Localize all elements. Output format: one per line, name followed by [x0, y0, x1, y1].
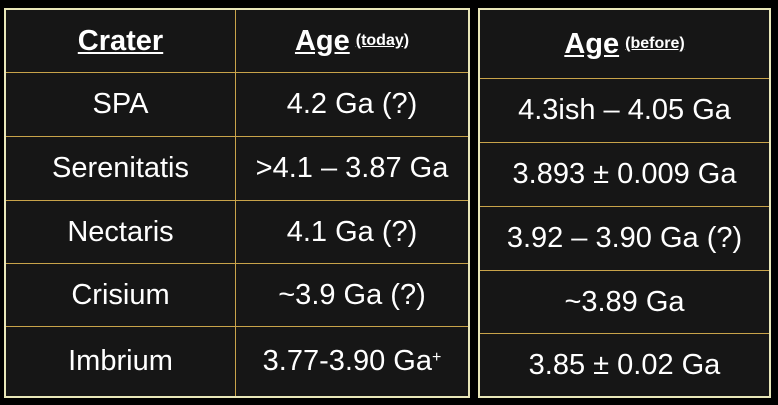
table-row: Imbrium 3.77-3.90 Ga + [6, 326, 468, 396]
table-row: ~3.89 Ga [480, 270, 769, 333]
table-row: Crisium ~3.9 Ga (?) [6, 263, 468, 326]
age-today-value: 3.77-3.90 Ga + [262, 345, 442, 377]
age-before-value: 3.85 ± 0.02 Ga [528, 348, 721, 381]
age-header-note: (today) [355, 32, 410, 49]
age-before-value: 4.3ish – 4.05 Ga [518, 94, 731, 126]
table-header-row: Crater Age (today) [6, 10, 468, 72]
crater-name: Nectaris [6, 201, 236, 263]
age-before-value: 3.92 – 3.90 Ga (?) [506, 222, 743, 254]
previous-ages-table: Age (before) 4.3ish – 4.05 Ga 3.893 ± 0.0… [478, 8, 771, 398]
table-header-row: Age (before) [480, 10, 769, 78]
age-today-value: 4.2 Ga (?) [286, 88, 418, 120]
age-today-value: ~3.9 Ga (?) [278, 278, 426, 311]
table-row: 4.3ish – 4.05 Ga [480, 78, 769, 142]
footnote-marker: + [431, 348, 442, 366]
crater-name: SPA [6, 73, 236, 136]
table-row: Nectaris 4.1 Ga (?) [6, 200, 468, 263]
age-today-column-header: Age (today) [236, 10, 468, 72]
table-row: 3.85 ± 0.02 Ga [480, 333, 769, 396]
crater-column-header: Crater [6, 10, 236, 72]
age-today-value: >4.1 – 3.87 Ga [255, 152, 449, 184]
table-row: 3.893 ± 0.009 Ga [480, 142, 769, 206]
crater-header-label: Crater [77, 24, 164, 57]
age-before-column-header: Age (before) [480, 10, 769, 78]
age-before-value: ~3.89 Ga [564, 285, 685, 318]
table-row: Serenitatis >4.1 – 3.87 Ga [6, 136, 468, 200]
crater-name: Crisium [6, 264, 236, 326]
table-row: 3.92 – 3.90 Ga (?) [480, 206, 769, 270]
crater-name: Imbrium [6, 327, 236, 396]
age-before-value: 3.893 ± 0.009 Ga [512, 158, 737, 190]
table-row: SPA 4.2 Ga (?) [6, 72, 468, 136]
age-header-note: (before) [625, 35, 685, 52]
current-ages-table: Crater Age (today) SPA 4.2 Ga (?) Serenit… [4, 8, 470, 398]
crater-name: Serenitatis [6, 137, 236, 200]
age-today-value: 4.1 Ga (?) [286, 215, 418, 248]
age-header-label: Age [564, 27, 620, 60]
age-header-label: Age [294, 24, 350, 57]
